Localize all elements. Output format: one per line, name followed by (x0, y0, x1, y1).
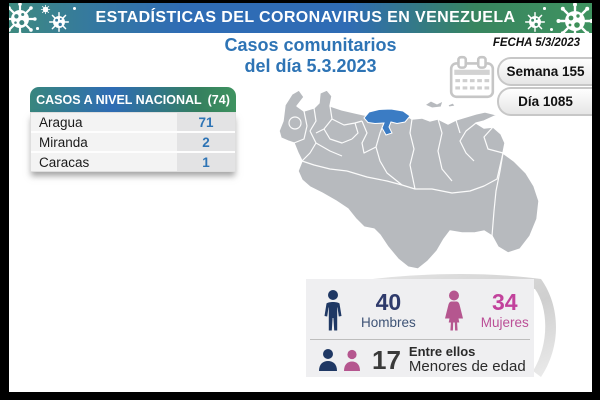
state-name: Caracas (39, 154, 90, 170)
women-stat: 34 Mujeres (468, 290, 529, 330)
coronavirus-icon (556, 3, 592, 40)
women-count: 34 (491, 289, 518, 315)
state-name: Miranda (39, 134, 88, 150)
minors-count: 17 (372, 345, 401, 375)
header-band: ESTADÍSTICAS DEL CORONAVIRUS EN VENEZUEL… (9, 3, 592, 40)
subtitle-line1: Casos comunitarios (224, 35, 397, 55)
woman-icon (444, 290, 463, 331)
decor-dot (36, 27, 39, 30)
content-frame: ESTADÍSTICAS DEL CORONAVIRUS EN VENEZUEL… (9, 3, 592, 392)
calendar-icon (449, 55, 495, 99)
aragua-state-highlight (363, 108, 411, 136)
decor-dot (543, 7, 546, 10)
man-icon (324, 290, 342, 331)
men-label: Hombres (361, 315, 416, 330)
women-label: Mujeres (480, 315, 529, 330)
minors-label-line1: Entre ellos (408, 344, 476, 359)
state-cases: 1 (177, 153, 235, 171)
subtitle: Casos comunitarios del día 5.3.2023 (29, 35, 592, 77)
coronavirus-icon (9, 3, 37, 36)
men-stat: 40 Hombres (346, 290, 416, 330)
week-badge: Semana 155 (497, 57, 592, 86)
venezuela-map (278, 89, 540, 270)
coronavirus-icon (48, 11, 70, 33)
week-badge-label: Semana 155 (506, 64, 585, 79)
coronavirus-icon (40, 4, 51, 15)
table-row: Miranda 2 (31, 133, 235, 153)
table-body: Aragua 71 Miranda 2 Caracas 1 (30, 112, 236, 172)
panel-divider (310, 339, 530, 340)
day-badge-label: Día 1085 (518, 94, 573, 109)
state-borders (288, 105, 504, 237)
demographics-panel: 40 Hombres 34 Mujeres 17 (306, 279, 534, 377)
men-count: 40 (375, 289, 402, 315)
gender-row: 40 Hombres 34 Mujeres (306, 279, 534, 332)
minors-row: 17 Entre ellos Menores de edad (306, 340, 534, 375)
date-label: FECHA 5/3/2023 (492, 37, 580, 49)
subtitle-line2: del día 5.3.2023 (244, 56, 377, 76)
decor-dot (73, 7, 76, 10)
national-cases-table: CASOS A NIVEL NACIONAL (74) Aragua 71 Mi… (30, 87, 236, 172)
country-outline (278, 89, 540, 270)
day-badge: Día 1085 (497, 87, 592, 116)
state-name: Aragua (39, 114, 83, 130)
table-header: CASOS A NIVEL NACIONAL (74) (30, 87, 236, 112)
coronavirus-icon (524, 11, 546, 33)
page-title: ESTADÍSTICAS DEL CORONAVIRUS EN VENEZUEL… (95, 9, 516, 26)
table-row: Caracas 1 (31, 153, 235, 171)
margarita-island (423, 100, 444, 109)
table-title: CASOS A NIVEL NACIONAL (36, 92, 202, 107)
state-cases: 71 (177, 113, 235, 131)
table-total: (74) (207, 92, 230, 107)
small-island (447, 102, 456, 108)
children-icons (319, 349, 360, 371)
decor-dot (550, 28, 553, 31)
table-row: Aragua 71 (31, 113, 235, 133)
state-cases: 2 (177, 133, 235, 151)
minors-label: Entre ellos Menores de edad (409, 345, 526, 375)
minors-label-line2: Menores de edad (408, 358, 526, 375)
